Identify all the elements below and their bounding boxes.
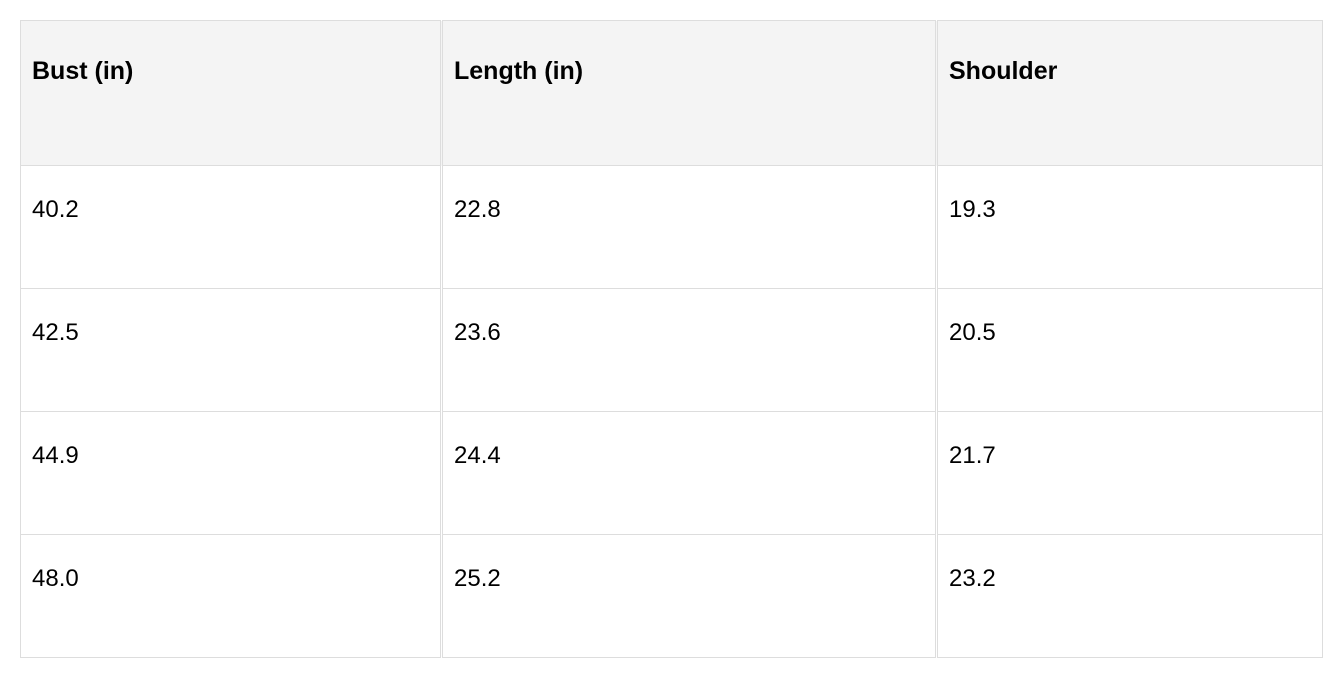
cell-length: 22.8 [441, 165, 938, 289]
header-bust: Bust (in) [20, 20, 443, 166]
header-row: Bust (in) Length (in) Shoulder [20, 20, 1323, 166]
cell-length: 24.4 [441, 411, 938, 535]
header-shoulder: Shoulder [936, 20, 1323, 166]
table-row: 44.9 24.4 21.7 [20, 411, 1323, 535]
table-row: 40.2 22.8 19.3 [20, 165, 1323, 289]
cell-bust: 44.9 [20, 411, 443, 535]
table-row: 42.5 23.6 20.5 [20, 288, 1323, 412]
cell-bust: 48.0 [20, 534, 443, 658]
cell-shoulder: 23.2 [936, 534, 1323, 658]
header-length: Length (in) [441, 20, 938, 166]
cell-shoulder: 19.3 [936, 165, 1323, 289]
cell-shoulder: 21.7 [936, 411, 1323, 535]
table-row: 48.0 25.2 23.2 [20, 534, 1323, 658]
cell-shoulder: 20.5 [936, 288, 1323, 412]
cell-bust: 42.5 [20, 288, 443, 412]
cell-length: 23.6 [441, 288, 938, 412]
cell-length: 25.2 [441, 534, 938, 658]
size-chart-table: Bust (in) Length (in) Shoulder 40.2 22.8… [20, 20, 1323, 658]
cell-bust: 40.2 [20, 165, 443, 289]
